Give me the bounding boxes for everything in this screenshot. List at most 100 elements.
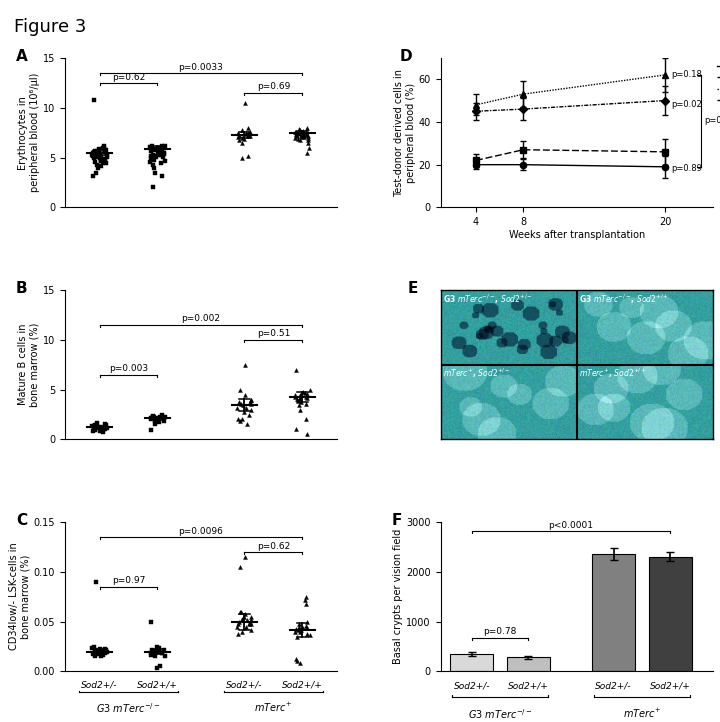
Text: F: F — [392, 513, 402, 528]
Point — [158, 651, 170, 662]
Point — [96, 154, 107, 165]
Text: $mTerc^{+}$, $Sod2^{+/-}$: $mTerc^{+}$, $Sod2^{+/-}$ — [443, 367, 510, 380]
Point — [152, 145, 163, 157]
Point — [145, 141, 156, 152]
Point — [156, 412, 168, 423]
Point — [233, 627, 244, 639]
Point — [101, 144, 112, 155]
Point — [99, 643, 111, 654]
Text: $mTerc^{+}$, $Sod2^{+/+}$: $mTerc^{+}$, $Sod2^{+/+}$ — [579, 367, 647, 380]
Point — [294, 404, 306, 415]
Text: Sod2+/-: Sod2+/- — [595, 682, 631, 691]
Point — [89, 94, 100, 105]
Point — [294, 658, 306, 669]
Point — [153, 645, 165, 657]
Point — [97, 425, 109, 436]
Point — [149, 419, 161, 430]
Point — [89, 421, 100, 432]
Point — [301, 429, 312, 440]
Text: p=0.002: p=0.002 — [181, 315, 220, 323]
Point — [245, 126, 256, 137]
Point — [145, 152, 157, 163]
Point — [301, 622, 312, 633]
Point — [289, 391, 301, 402]
Point — [152, 414, 163, 426]
Point — [95, 651, 107, 662]
Point — [240, 401, 251, 413]
Point — [98, 140, 109, 152]
Point — [304, 629, 315, 640]
X-axis label: Weeks after transplantation: Weeks after transplantation — [508, 230, 645, 240]
Point — [145, 425, 157, 436]
Point — [292, 130, 303, 142]
Text: Sod2+/+: Sod2+/+ — [508, 682, 549, 691]
Text: Sod2+/+: Sod2+/+ — [137, 680, 178, 690]
Point — [238, 399, 249, 410]
Point — [290, 364, 302, 375]
Point — [97, 142, 109, 153]
Point — [242, 127, 253, 139]
Text: p=0.0033: p=0.0033 — [179, 63, 223, 71]
Point — [89, 148, 101, 160]
Point — [147, 149, 158, 160]
Point — [233, 616, 245, 627]
Point — [300, 398, 312, 409]
Point — [147, 645, 158, 657]
Point — [293, 618, 305, 630]
Point — [240, 621, 251, 632]
Text: p=0.62: p=0.62 — [257, 542, 290, 550]
Point — [152, 643, 163, 654]
Point — [238, 406, 250, 417]
Point — [245, 398, 256, 409]
Point — [94, 149, 106, 161]
Point — [91, 576, 102, 588]
Point — [145, 650, 156, 661]
Point — [94, 152, 106, 163]
Point — [89, 422, 100, 434]
Point — [146, 413, 158, 425]
Point — [234, 561, 246, 573]
Point — [96, 153, 108, 165]
Point — [301, 616, 312, 627]
Point — [233, 129, 244, 140]
Text: A: A — [16, 49, 27, 64]
Point — [300, 598, 312, 609]
Point — [243, 409, 254, 420]
Point — [89, 647, 101, 658]
Point — [153, 144, 165, 155]
Point — [233, 414, 244, 425]
Point — [95, 154, 107, 165]
Point — [94, 643, 106, 654]
Point — [148, 154, 160, 165]
Point — [89, 422, 101, 433]
Point — [149, 143, 161, 155]
Point — [89, 146, 101, 157]
Point — [235, 414, 247, 425]
Point — [156, 170, 168, 181]
Point — [290, 623, 302, 635]
Point — [243, 129, 254, 140]
Point — [158, 416, 170, 427]
Point — [159, 155, 171, 166]
Point — [293, 621, 305, 632]
Point — [89, 651, 101, 662]
Point — [232, 401, 243, 413]
Point — [301, 122, 312, 134]
Point — [99, 419, 111, 430]
Point — [146, 644, 158, 656]
Point — [293, 393, 305, 405]
Point — [246, 393, 257, 405]
Point — [155, 661, 166, 672]
Text: p=0.0096: p=0.0096 — [179, 526, 223, 536]
Point — [295, 396, 307, 407]
Text: G3 $mTerc^{-/-}$, $Sod2^{+/-}$: G3 $mTerc^{-/-}$, $Sod2^{+/-}$ — [443, 292, 533, 306]
Point — [299, 131, 310, 142]
Point — [304, 384, 315, 396]
Point — [99, 142, 110, 153]
Point — [236, 124, 248, 136]
Point — [291, 631, 302, 643]
Point — [301, 591, 312, 602]
Point — [301, 414, 312, 425]
Point — [153, 645, 165, 656]
Y-axis label: CD34low/- LSK-cells in
bone marrow (%): CD34low/- LSK-cells in bone marrow (%) — [9, 543, 31, 651]
